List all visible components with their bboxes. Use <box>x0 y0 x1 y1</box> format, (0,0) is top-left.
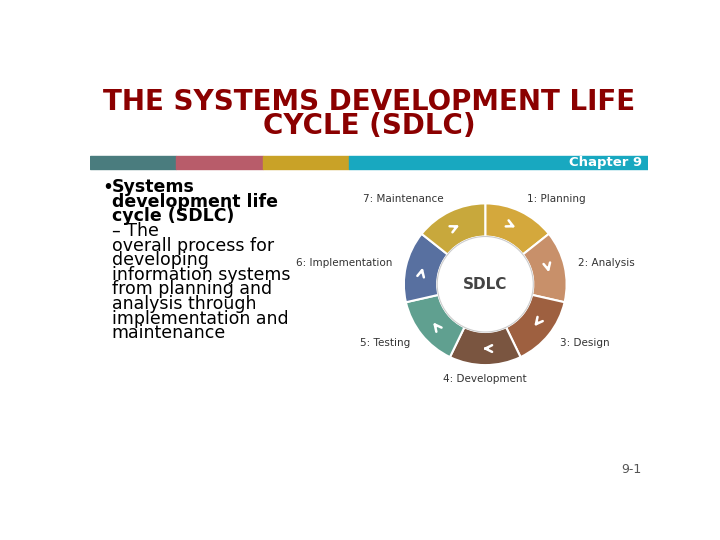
Bar <box>176 157 263 168</box>
Text: 9-1: 9-1 <box>621 463 642 476</box>
Text: Chapter 9: Chapter 9 <box>569 156 642 169</box>
Text: THE SYSTEMS DEVELOPMENT LIFE: THE SYSTEMS DEVELOPMENT LIFE <box>103 88 635 116</box>
Bar <box>349 157 648 168</box>
Text: Systems: Systems <box>112 178 194 196</box>
Text: CYCLE (SDLC): CYCLE (SDLC) <box>263 112 475 140</box>
Text: developing: developing <box>112 251 209 269</box>
Bar <box>90 157 176 168</box>
Text: cycle (SDLC): cycle (SDLC) <box>112 207 234 225</box>
Text: – The: – The <box>112 222 158 240</box>
Wedge shape <box>450 327 521 365</box>
Wedge shape <box>422 204 485 254</box>
Text: from planning and: from planning and <box>112 280 272 299</box>
Text: 7: Maintenance: 7: Maintenance <box>364 194 444 204</box>
Text: •: • <box>102 178 114 197</box>
Text: 4: Development: 4: Development <box>444 374 527 384</box>
Bar <box>263 157 349 168</box>
Wedge shape <box>523 234 567 302</box>
Text: 2: Analysis: 2: Analysis <box>578 258 635 268</box>
Text: information systems: information systems <box>112 266 290 284</box>
Text: overall process for: overall process for <box>112 237 274 254</box>
Text: 1: Planning: 1: Planning <box>526 194 585 204</box>
Wedge shape <box>485 204 549 254</box>
Text: SDLC: SDLC <box>463 276 508 292</box>
Text: analysis through: analysis through <box>112 295 256 313</box>
Text: 5: Testing: 5: Testing <box>361 338 410 348</box>
Text: 3: Design: 3: Design <box>559 338 609 348</box>
Wedge shape <box>506 295 564 357</box>
Text: maintenance: maintenance <box>112 325 226 342</box>
Text: development life: development life <box>112 193 278 211</box>
Wedge shape <box>406 295 464 357</box>
Text: implementation and: implementation and <box>112 309 288 328</box>
Circle shape <box>437 237 534 332</box>
Wedge shape <box>404 234 448 302</box>
Text: 6: Implementation: 6: Implementation <box>296 258 392 268</box>
